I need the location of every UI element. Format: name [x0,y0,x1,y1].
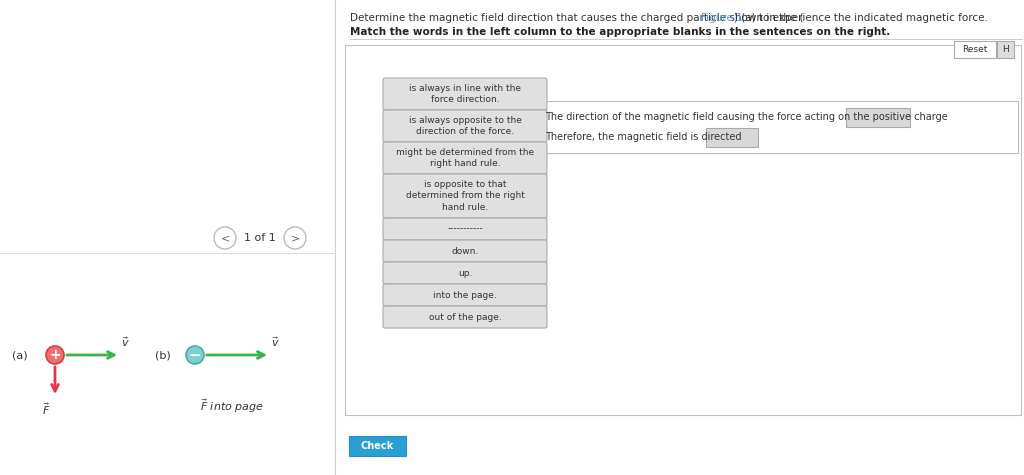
Text: -----------: ----------- [447,225,483,234]
FancyBboxPatch shape [383,110,547,142]
FancyBboxPatch shape [383,78,547,110]
Text: $\vec{F}$: $\vec{F}$ [42,401,51,417]
Text: Match the words in the left column to the appropriate blanks in the sentences on: Match the words in the left column to th… [350,27,890,37]
Circle shape [186,346,204,364]
Text: might be determined from the
right hand rule.: might be determined from the right hand … [396,148,535,168]
Text: is always opposite to the
direction of the force.: is always opposite to the direction of t… [409,116,521,136]
FancyBboxPatch shape [345,45,1021,415]
Text: Therefore, the magnetic field is directed: Therefore, the magnetic field is directe… [545,132,741,142]
FancyBboxPatch shape [0,0,335,475]
Text: <: < [220,233,229,243]
Circle shape [46,346,63,364]
Text: The direction of the magnetic field causing the force acting on the positive cha: The direction of the magnetic field caus… [545,112,948,122]
Text: is always in line with the
force direction.: is always in line with the force directi… [409,84,521,104]
Circle shape [284,227,306,249]
FancyBboxPatch shape [349,436,406,456]
Circle shape [214,227,236,249]
FancyBboxPatch shape [706,128,758,147]
Text: Determine the magnetic field direction that causes the charged particle shown in: Determine the magnetic field direction t… [350,13,804,23]
Text: $\vec{v}$: $\vec{v}$ [121,335,130,349]
Text: $\vec{F}$ into page: $\vec{F}$ into page [200,397,264,415]
Text: >: > [291,233,300,243]
Text: out of the page.: out of the page. [429,313,502,322]
Text: (a): (a) [12,350,28,360]
Text: into the page.: into the page. [433,291,497,300]
FancyBboxPatch shape [954,41,996,58]
FancyBboxPatch shape [997,41,1014,58]
Text: Figure 1: Figure 1 [700,13,742,23]
Text: is opposite to that
determined from the right
hand rule.: is opposite to that determined from the … [406,180,524,211]
Text: Reset: Reset [963,45,988,54]
Text: down.: down. [452,247,478,256]
Text: ) (a) to experience the indicated magnetic force.: ) (a) to experience the indicated magnet… [733,13,987,23]
FancyBboxPatch shape [383,284,547,306]
FancyBboxPatch shape [383,306,547,328]
FancyBboxPatch shape [383,174,547,218]
Text: Check: Check [360,441,393,451]
FancyBboxPatch shape [846,108,910,127]
Text: up.: up. [458,268,472,277]
Text: $\vec{v}$: $\vec{v}$ [271,335,280,349]
FancyBboxPatch shape [383,262,547,284]
FancyBboxPatch shape [383,142,547,174]
Text: (b): (b) [155,350,171,360]
Text: 1 of 1: 1 of 1 [244,233,275,243]
Text: H: H [1002,45,1009,54]
FancyBboxPatch shape [383,240,547,262]
FancyBboxPatch shape [383,218,547,240]
Text: +: + [49,348,60,362]
FancyBboxPatch shape [536,101,1018,153]
Text: −: − [188,348,202,362]
